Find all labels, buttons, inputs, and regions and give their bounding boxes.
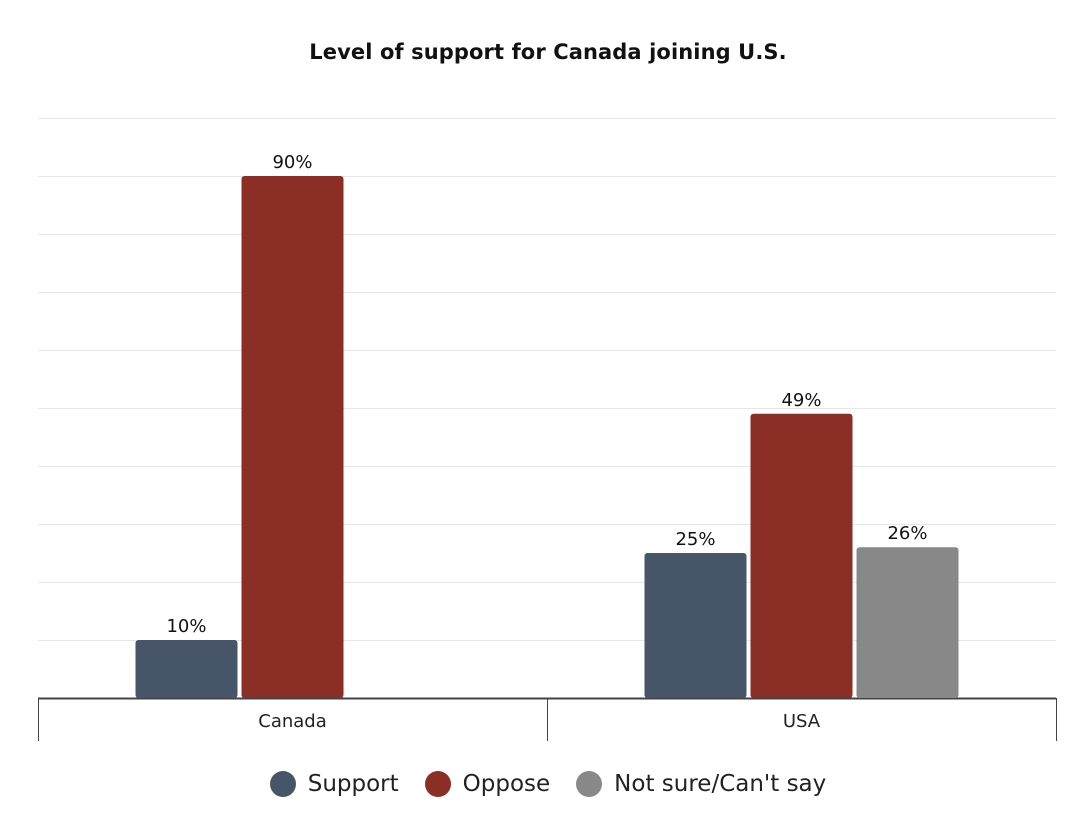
bar-not-sure-can-t-say-usa [856,547,959,698]
bar-oppose-usa [750,413,853,698]
legend: Support Oppose Not sure/Can't say [0,771,1080,797]
legend-item-support[interactable]: Support [269,771,399,797]
legend-item-not-sure[interactable]: Not sure/Can't say [576,771,826,797]
category-label-usa: USA [783,711,821,732]
legend-label-support: Support [307,771,399,797]
data-label: 49% [781,390,821,411]
category-label-canada: Canada [258,711,327,732]
legend-item-oppose[interactable]: Oppose [424,771,551,797]
data-label: 90% [272,152,312,173]
chart-plot: 10% 90% Canada 25% 49% 26% USA [38,118,1057,741]
data-label: 10% [166,616,206,637]
data-label: 26% [887,523,927,544]
chart-title: Level of support for Canada joining U.S. [309,40,787,64]
legend-label-oppose: Oppose [462,771,551,797]
legend-swatch-support [269,771,296,797]
legend-label-not-sure: Not sure/Can't say [614,771,827,797]
bar-support-usa [644,553,747,698]
bar-support-canada [135,640,238,698]
legend-swatch-oppose [424,771,451,797]
legend-swatch-not-sure [576,771,603,797]
data-label: 25% [675,529,715,550]
bar-oppose-canada [241,176,344,698]
